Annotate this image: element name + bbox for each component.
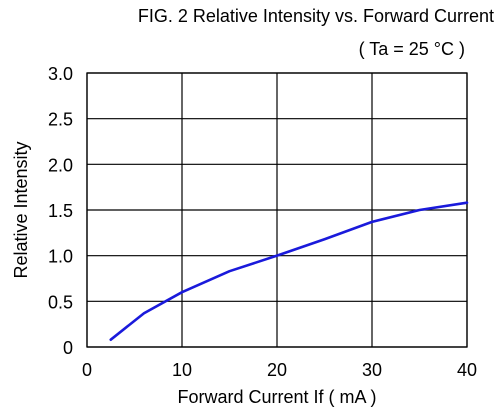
x-tick-label: 30	[362, 360, 382, 380]
y-tick-label: 2.5	[48, 110, 73, 130]
chart-subtitle: ( Ta = 25 °C )	[359, 39, 465, 59]
x-tick-label: 10	[172, 360, 192, 380]
chart-title: FIG. 2 Relative Intensity vs. Forward Cu…	[138, 6, 494, 26]
plot-area	[86, 72, 468, 348]
x-tick-labels: 0 10 20 30 40	[82, 360, 477, 380]
y-axis-label: Relative Intensity	[11, 141, 31, 278]
y-tick-label: 1.0	[48, 247, 73, 267]
x-tick-label: 0	[82, 360, 92, 380]
y-tick-label: 3.0	[48, 64, 73, 84]
series-line	[109, 201, 469, 341]
x-axis-label: Forward Current If ( mA )	[177, 387, 376, 407]
x-tick-label: 20	[267, 360, 287, 380]
y-tick-label: 2.0	[48, 155, 73, 175]
y-tick-label: 0.5	[48, 292, 73, 312]
x-tick-label: 40	[457, 360, 477, 380]
y-tick-label: 0	[63, 338, 73, 358]
y-tick-label: 1.5	[48, 201, 73, 221]
grid	[86, 72, 468, 348]
series-group	[109, 201, 469, 341]
y-tick-labels: 0 0.5 1.0 1.5 2.0 2.5 3.0	[48, 64, 73, 358]
